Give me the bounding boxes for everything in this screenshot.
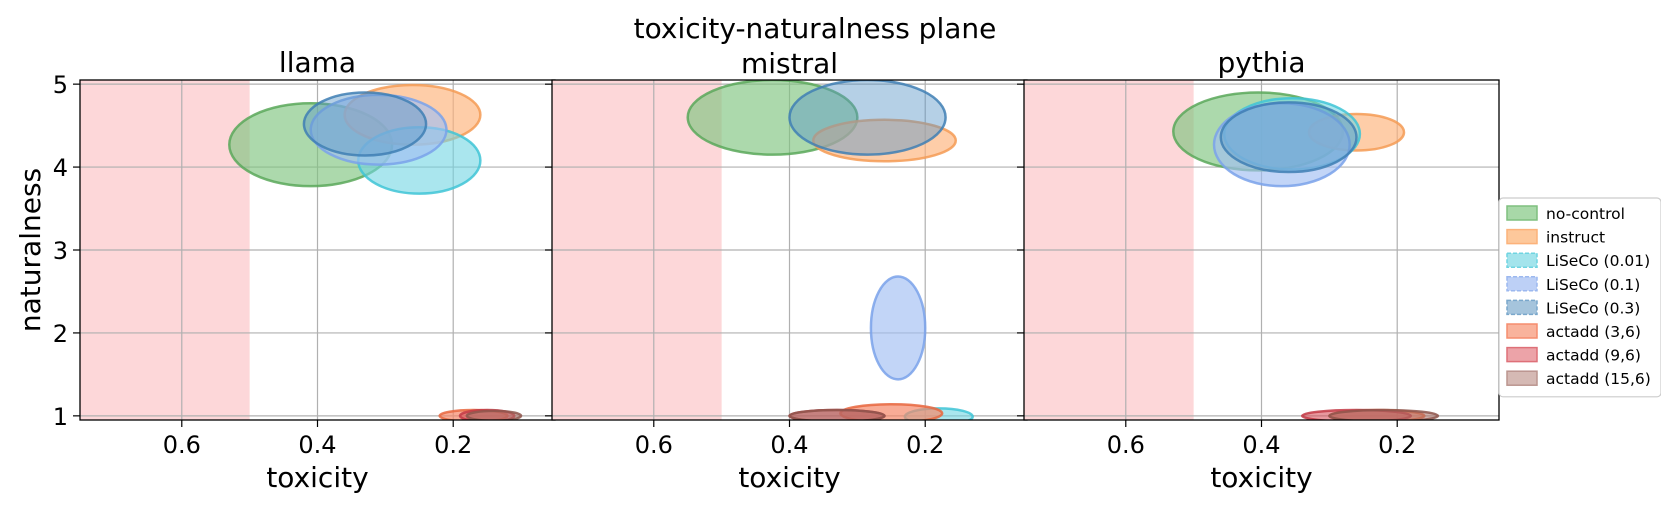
legend-swatch [1506,205,1538,221]
x-tick-label: 0.2 [1378,431,1416,459]
subplot-title: llama [279,46,356,79]
legend-swatch [1506,299,1538,316]
legend-swatch [1506,252,1538,268]
ellipse-liseco-0-3- [1219,101,1358,174]
legend-label: LiSeCo (0.1) [1546,276,1640,294]
subplots: 0.6 0.4 0.2 1 2 3 4 5 llama toxicity 0.6 0.4 0.2 mist… [53,46,1500,494]
ellipse-actadd-15-6- [788,408,886,420]
legend: no-control instruct LiSeCo (0.01) LiSeCo (0… [1498,197,1661,398]
subplot-mistral: 0.6 0.4 0.2 mistral toxicity [545,47,1028,494]
y-tick-label: 5 [53,71,68,99]
ellipse-liseco-0-3- [302,91,428,157]
ellipse-liseco-0-1- [309,93,448,166]
ellipse-series [686,80,974,420]
y-tick-label: 2 [53,320,68,348]
legend-label: LiSeCo (0.3) [1546,299,1640,317]
y-axis-label: naturalness [14,168,47,332]
legend-label: LiSeCo (0.01) [1546,252,1650,270]
x-tick-label: 0.2 [906,431,944,459]
figure-title: toxicity-naturalness plane [634,12,997,45]
x-axis-label: toxicity [738,461,840,494]
x-tick-label: 0.6 [635,431,673,459]
x-axis-label: toxicity [266,461,368,494]
ellipse-liseco-0-3- [788,80,947,156]
ellipse-actadd-15-6- [1328,408,1440,420]
ellipse-instruct [812,118,957,163]
y-tick-label: 1 [53,403,68,431]
legend-label: actadd (15,6) [1546,370,1651,388]
ellipse-actadd-15-6- [465,409,523,420]
legend-swatch [1506,346,1538,363]
subplot-title: mistral [741,47,838,80]
x-tick-label: 0.4 [1242,431,1280,459]
x-tick-label: 0.2 [434,431,472,459]
legend-label: no-control [1546,205,1625,223]
legend-label: instruct [1546,229,1605,247]
ellipse-series [228,83,523,420]
legend-swatch [1506,276,1538,292]
x-tick-label: 0.6 [1107,431,1145,459]
x-tick-label: 0.4 [770,431,808,459]
subplot-pythia: 0.6 0.4 0.2 pythia toxicity [1017,46,1500,494]
y-tick-label: 3 [53,237,68,265]
legend-label: actadd (9,6) [1546,347,1641,365]
legend-swatch [1506,323,1538,339]
x-axis-label: toxicity [1210,461,1312,494]
ellipse-series [1172,91,1440,420]
legend-swatch [1506,228,1538,245]
legend-label: actadd (3,6) [1546,323,1641,341]
x-tick-label: 0.6 [163,431,201,459]
subplot-llama: 0.6 0.4 0.2 1 2 3 4 5 llama toxicity [53,46,556,494]
legend-box [1498,197,1661,398]
legend-swatch [1506,370,1538,386]
ellipse-liseco-0-1- [869,275,927,381]
x-tick-label: 0.4 [298,431,336,459]
y-tick-label: 4 [53,154,68,182]
subplot-title: pythia [1217,46,1305,79]
